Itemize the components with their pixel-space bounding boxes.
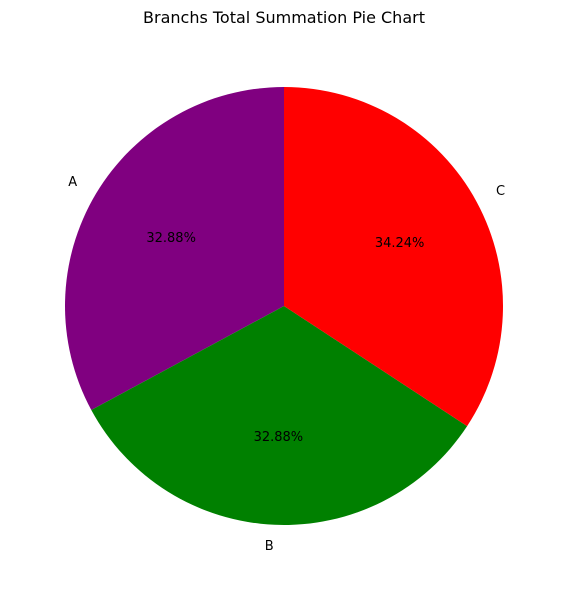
- slice-percent-a: 32.88%: [146, 231, 196, 246]
- slice-percent-c: 34.24%: [375, 236, 425, 251]
- slice-percent-b: 32.88%: [254, 430, 304, 445]
- pie-slices: [65, 86, 504, 525]
- pie-slice-b: [91, 306, 468, 525]
- pie-slice-a: [65, 87, 284, 411]
- slice-label-b: B: [265, 539, 274, 554]
- pie-labels: A 32.88% B 32.88% C 34.24%: [68, 175, 505, 554]
- chart-title: Branchs Total Summation Pie Chart: [143, 8, 425, 27]
- pie-slice-c: [284, 86, 504, 427]
- slice-label-c: C: [496, 184, 505, 199]
- slice-label-a: A: [68, 175, 77, 190]
